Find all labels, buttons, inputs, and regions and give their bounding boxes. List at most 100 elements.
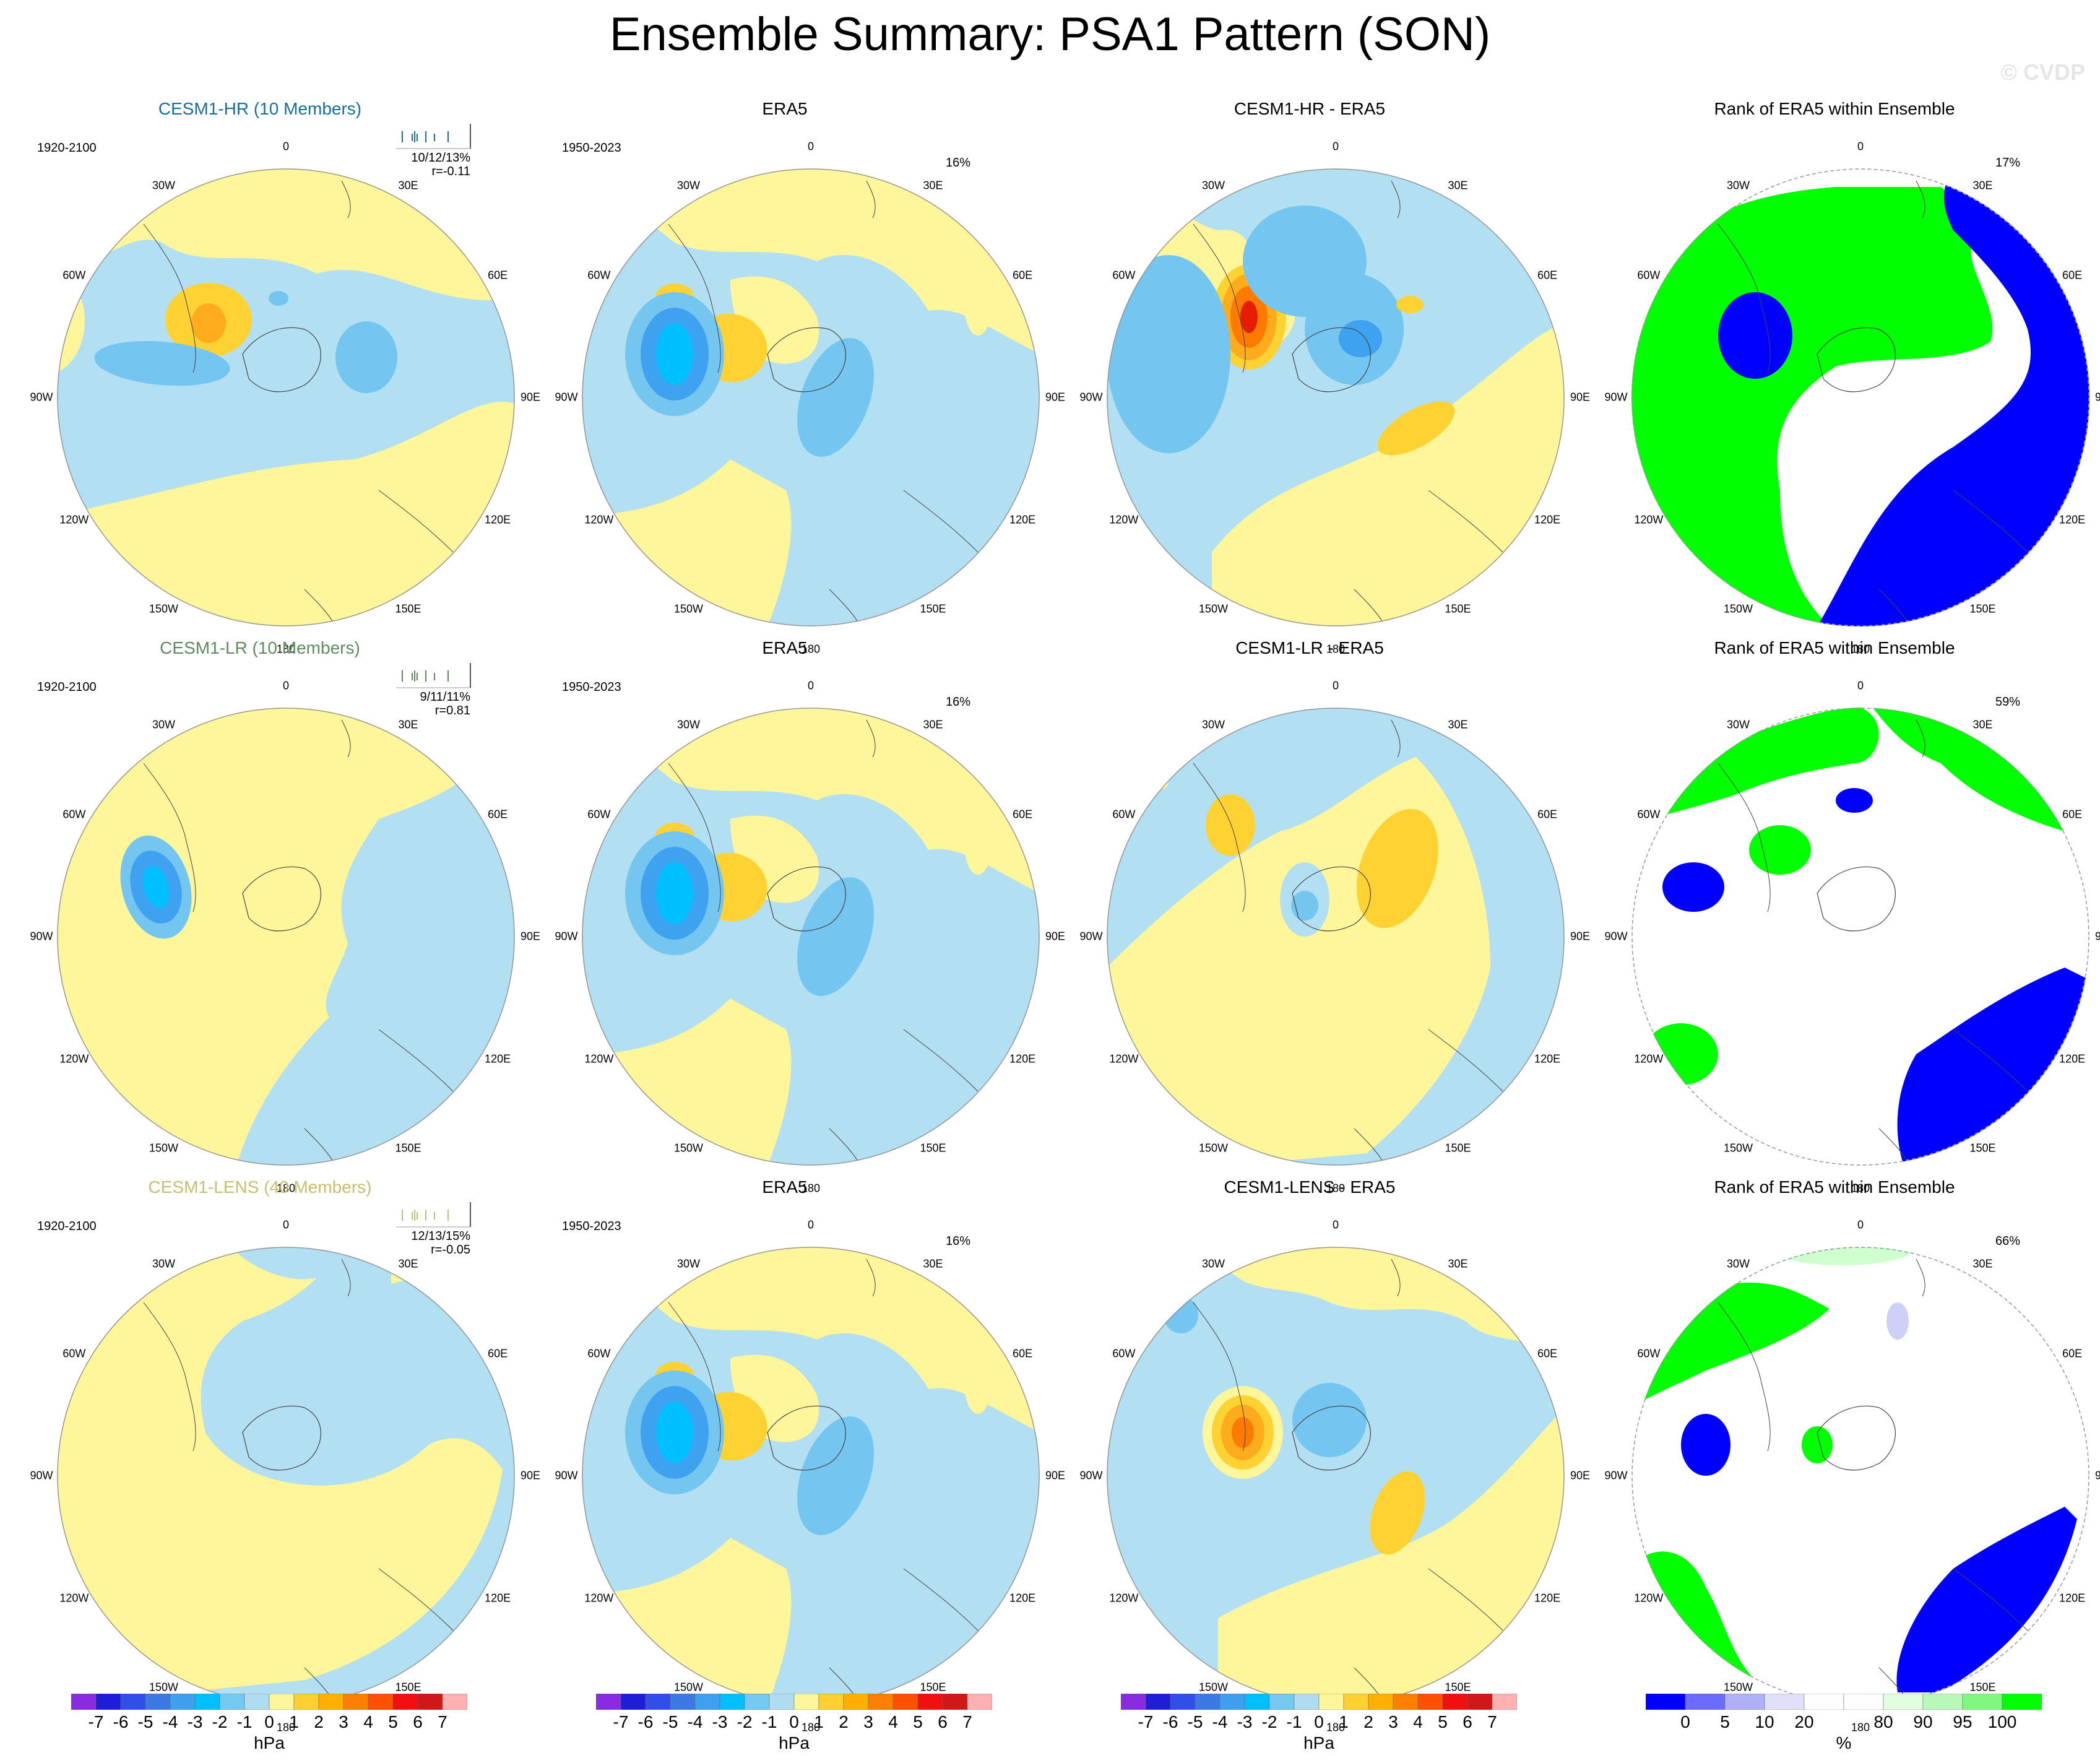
longitude-label: 0 [282,679,290,692]
field-contour [1768,1247,1916,1265]
panel-obs-row3: ERA5 1950-2023 16% 0 30E 60E 90E 120E 150E 180 150… [537,1177,1065,1734]
longitude-label: 0 [807,679,815,692]
antarctica-outline [1817,1405,1896,1471]
longitude-label: 180 [801,1182,821,1195]
colorbar-swatch [95,1693,121,1710]
south-america-outline [143,763,196,912]
longitude-label: 30W [1726,179,1750,192]
percent-variance: 16% [946,695,971,709]
pattern-correlation: r=-0.11 [431,165,470,178]
longitude-label: 90E [2094,391,2100,404]
colorbar-swatch [1764,1693,1805,1710]
colorbar-tick-label: 5 [1438,1712,1448,1731]
panel-title: Rank of ERA5 within Ensemble [1714,1177,1955,1197]
polar-map [1631,168,2089,626]
colorbar-tick-label: 3 [1388,1712,1398,1731]
panel-obs-row2: ERA5 1950-2023 16% 0 30E 60E 90E 120E 150E 180 150… [537,638,1065,1195]
colorbar-tick-label: 2 [839,1712,849,1731]
field-contour [1240,301,1258,333]
field-region [582,168,1040,354]
colorbar-swatch [194,1693,220,1710]
colorbar-tick-label: -1 [1286,1712,1302,1731]
longitude-label: 30W [1201,179,1225,192]
field-region [57,168,515,300]
colorbar-swatch [942,1693,968,1710]
longitude-label: 120W [584,513,614,526]
spread-stats: 10/12/13% [411,151,470,165]
map-border [1631,708,2089,1166]
longitude-label: 90E [520,930,541,943]
longitude-label: 180 [1326,1721,1346,1734]
longitude-label: 60E [488,808,508,820]
colorbar-tick-label: -2 [1261,1712,1277,1731]
colorbar-swatch [843,1693,869,1710]
map-border [1107,708,1565,1166]
field-region [1817,168,2089,626]
africa-outline [1391,1258,1401,1297]
field-contour [1396,296,1424,313]
antarctica-outline [1292,866,1371,932]
colorbar-tick-label: 3 [863,1712,873,1731]
pattern-correlation: r=0.81 [434,704,470,717]
field-contour [1802,1426,1833,1463]
longitude-label: 180 [1326,643,1346,656]
field-contour [656,1401,693,1463]
spread-bars [396,1202,471,1228]
antarctica-outline [1292,1405,1371,1471]
longitude-label: 90E [520,1469,541,1482]
longitude-label: 180 [276,1721,296,1734]
longitude-label: 90E [1570,930,1591,943]
spread-stats: 12/13/15% [411,1229,470,1243]
field-contour [94,340,230,386]
percent-variance: 16% [946,156,971,170]
ensemble-spread-box: 12/13/15% r=-0.05 [396,1202,483,1258]
panel-rank-row3: Rank of ERA5 within Ensemble 66% 0 30E 60E 90… [1587,1177,2100,1734]
longitude-label: 150W [673,1141,704,1154]
colorbar-tick-label: 4 [1413,1712,1423,1731]
spread-stats: 9/11/11% [420,690,470,704]
longitude-label: 30W [152,179,176,192]
longitude-label: 90E [1570,1469,1591,1482]
map-border [582,168,1040,626]
field-region [1212,323,1565,626]
colorbar-tick-label: 4 [888,1712,898,1731]
spread-bars [396,124,471,149]
africa-outline [341,1258,351,1297]
panel-title: Rank of ERA5 within Ensemble [1714,99,1955,118]
polar-map [582,708,1040,1166]
year-range: 1950-2023 [562,680,621,694]
colorbar-tick-label: -4 [162,1712,178,1731]
longitude-label: 90W [30,1469,53,1482]
panel-obs-row1: ERA5 1950-2023 16% 0 30E 60E 90E 120E 150E 180 150… [537,99,1065,656]
longitude-label: 150E [1969,602,1996,615]
longitude-label: 60W [587,269,611,281]
field-contour [1206,794,1255,856]
polar-map [582,1247,1040,1705]
field-region [1896,1507,2077,1692]
field-region [57,708,515,1166]
main-title: Ensemble Summary: PSA1 Pattern (SON) [609,8,1491,61]
polar-map [57,1247,515,1705]
longitude-label: 60W [63,269,86,281]
longitude-label: 30W [1201,1257,1225,1270]
panel-rank-row1: Rank of ERA5 within Ensemble 17% 0 30E 60E 90… [1587,99,2100,656]
field-layer [1107,168,1565,626]
africa-outline [1916,719,1925,758]
longitude-label: 120W [1634,1592,1664,1604]
year-range: 1950-2023 [562,141,621,155]
africa-outline [866,719,876,758]
longitude-label: 120E [1534,1052,1561,1065]
field-region [1218,1408,1565,1705]
percent-variance: 59% [1995,695,2021,709]
longitude-label: 120W [59,1592,89,1604]
longitude-label: 60W [1637,808,1661,820]
panel-model-row3: CESM1-LENS (40 Members) 1920-2100 12/13/15… [12,1177,540,1734]
colorbar-tick-label: -5 [1187,1712,1203,1731]
longitude-label: 180 [276,1182,296,1195]
colorbar-tick-label: -5 [662,1712,678,1731]
antarctica-outline [767,866,846,932]
longitude-label: 150W [1723,1681,1753,1694]
field-contour [656,862,693,924]
colorbar-tick-label: 1 [289,1712,299,1731]
field-contour [1291,891,1318,920]
